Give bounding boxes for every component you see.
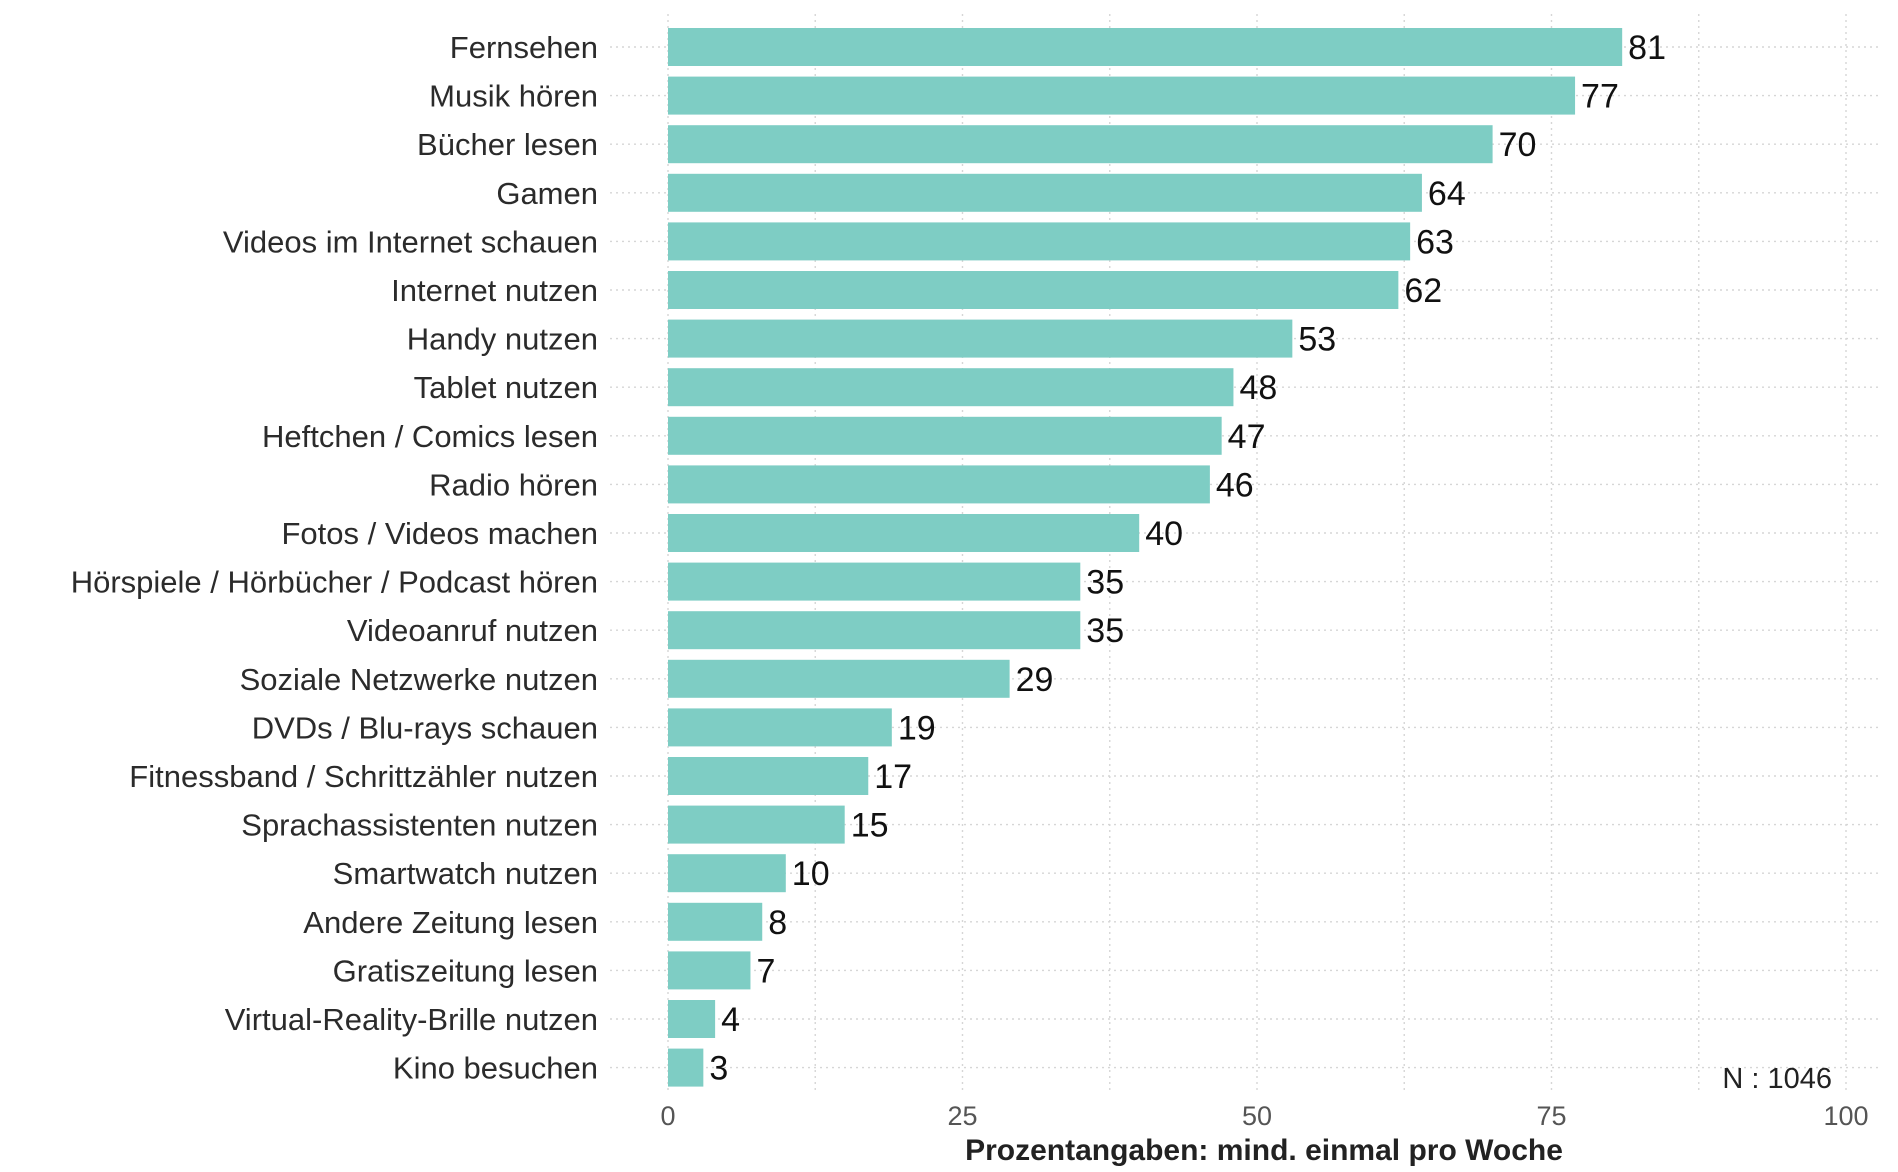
value-label: 35 [1086, 612, 1124, 650]
bar [668, 222, 1411, 261]
value-label: 47 [1228, 418, 1266, 456]
bar [668, 659, 1010, 698]
bar [668, 271, 1399, 309]
bar [668, 708, 892, 747]
bar [668, 805, 845, 844]
category-label: Heftchen / Comics lesen [262, 419, 598, 454]
bar [668, 611, 1081, 650]
bar [668, 76, 1576, 115]
x-tick-label: 100 [1823, 1101, 1868, 1131]
bar [668, 854, 786, 893]
category-label: DVDs / Blu-rays schauen [252, 710, 598, 745]
x-tick-label: 25 [947, 1101, 977, 1131]
category-label: Gamen [496, 176, 598, 211]
bar [668, 465, 1210, 504]
category-label: Fitnessband / Schrittzähler nutzen [129, 759, 598, 794]
value-label: 35 [1086, 564, 1124, 602]
bar [668, 368, 1234, 407]
value-label: 15 [851, 807, 889, 845]
bar [668, 514, 1140, 552]
value-label: 48 [1239, 369, 1277, 407]
value-label: 63 [1416, 223, 1454, 261]
bar [668, 951, 751, 990]
category-labels: Fernsehen Musik hören Bücher lesen Gamen Vid… [71, 30, 598, 1086]
bar [668, 28, 1623, 66]
x-tick-label: 50 [1242, 1101, 1272, 1131]
x-axis-title: Prozentangaben: mind. einmal pro Woche [965, 1134, 1563, 1167]
value-label: 17 [874, 758, 912, 796]
bar [668, 902, 763, 941]
bar [668, 1048, 704, 1087]
value-label: 77 [1581, 78, 1619, 116]
value-label: 10 [792, 855, 830, 893]
bar [668, 416, 1222, 455]
category-label: Fernsehen [450, 30, 598, 65]
category-label: Musik hören [429, 79, 598, 114]
category-label: Videos im Internet schauen [223, 224, 598, 259]
value-label: 7 [756, 952, 775, 990]
x-tick-label: 0 [660, 1101, 675, 1131]
category-label: Virtual-Reality-Brille nutzen [225, 1002, 598, 1037]
category-label: Smartwatch nutzen [333, 856, 598, 891]
bar [668, 173, 1422, 212]
value-label: 46 [1216, 466, 1254, 504]
bars [668, 28, 1623, 1087]
category-label: Soziale Netzwerke nutzen [240, 662, 598, 697]
value-label: 62 [1404, 272, 1442, 310]
category-label: Radio hören [429, 467, 598, 502]
value-label: 64 [1428, 175, 1466, 213]
category-label: Sprachassistenten nutzen [241, 808, 598, 843]
bar [668, 562, 1081, 601]
value-label: 3 [709, 1050, 728, 1088]
value-label: 8 [768, 904, 787, 942]
value-label: 40 [1145, 515, 1183, 553]
category-label: Tablet nutzen [414, 370, 598, 405]
category-label: Gratiszeitung lesen [333, 953, 598, 988]
x-tick-labels: 0 25 50 75 100 [660, 1101, 1868, 1131]
value-label: 70 [1499, 126, 1537, 164]
category-label: Bücher lesen [417, 127, 598, 162]
category-label: Internet nutzen [391, 273, 598, 308]
bar [668, 757, 869, 795]
value-label: 4 [721, 1001, 740, 1039]
bar [668, 1000, 716, 1038]
value-label: 53 [1298, 321, 1336, 359]
bar [668, 125, 1493, 164]
x-tick-label: 75 [1536, 1101, 1566, 1131]
category-label: Hörspiele / Hörbücher / Podcast hören [71, 565, 598, 600]
category-label: Handy nutzen [407, 322, 598, 357]
value-label: 81 [1628, 29, 1666, 67]
value-label: 19 [898, 709, 936, 747]
bar [668, 319, 1293, 358]
category-label: Fotos / Videos machen [282, 516, 599, 551]
value-label: 29 [1016, 661, 1054, 699]
category-label: Videoanruf nutzen [347, 613, 598, 648]
sample-size-note: N : 1046 [1722, 1063, 1832, 1095]
category-label: Kino besuchen [393, 1051, 598, 1086]
category-label: Andere Zeitung lesen [303, 905, 598, 940]
